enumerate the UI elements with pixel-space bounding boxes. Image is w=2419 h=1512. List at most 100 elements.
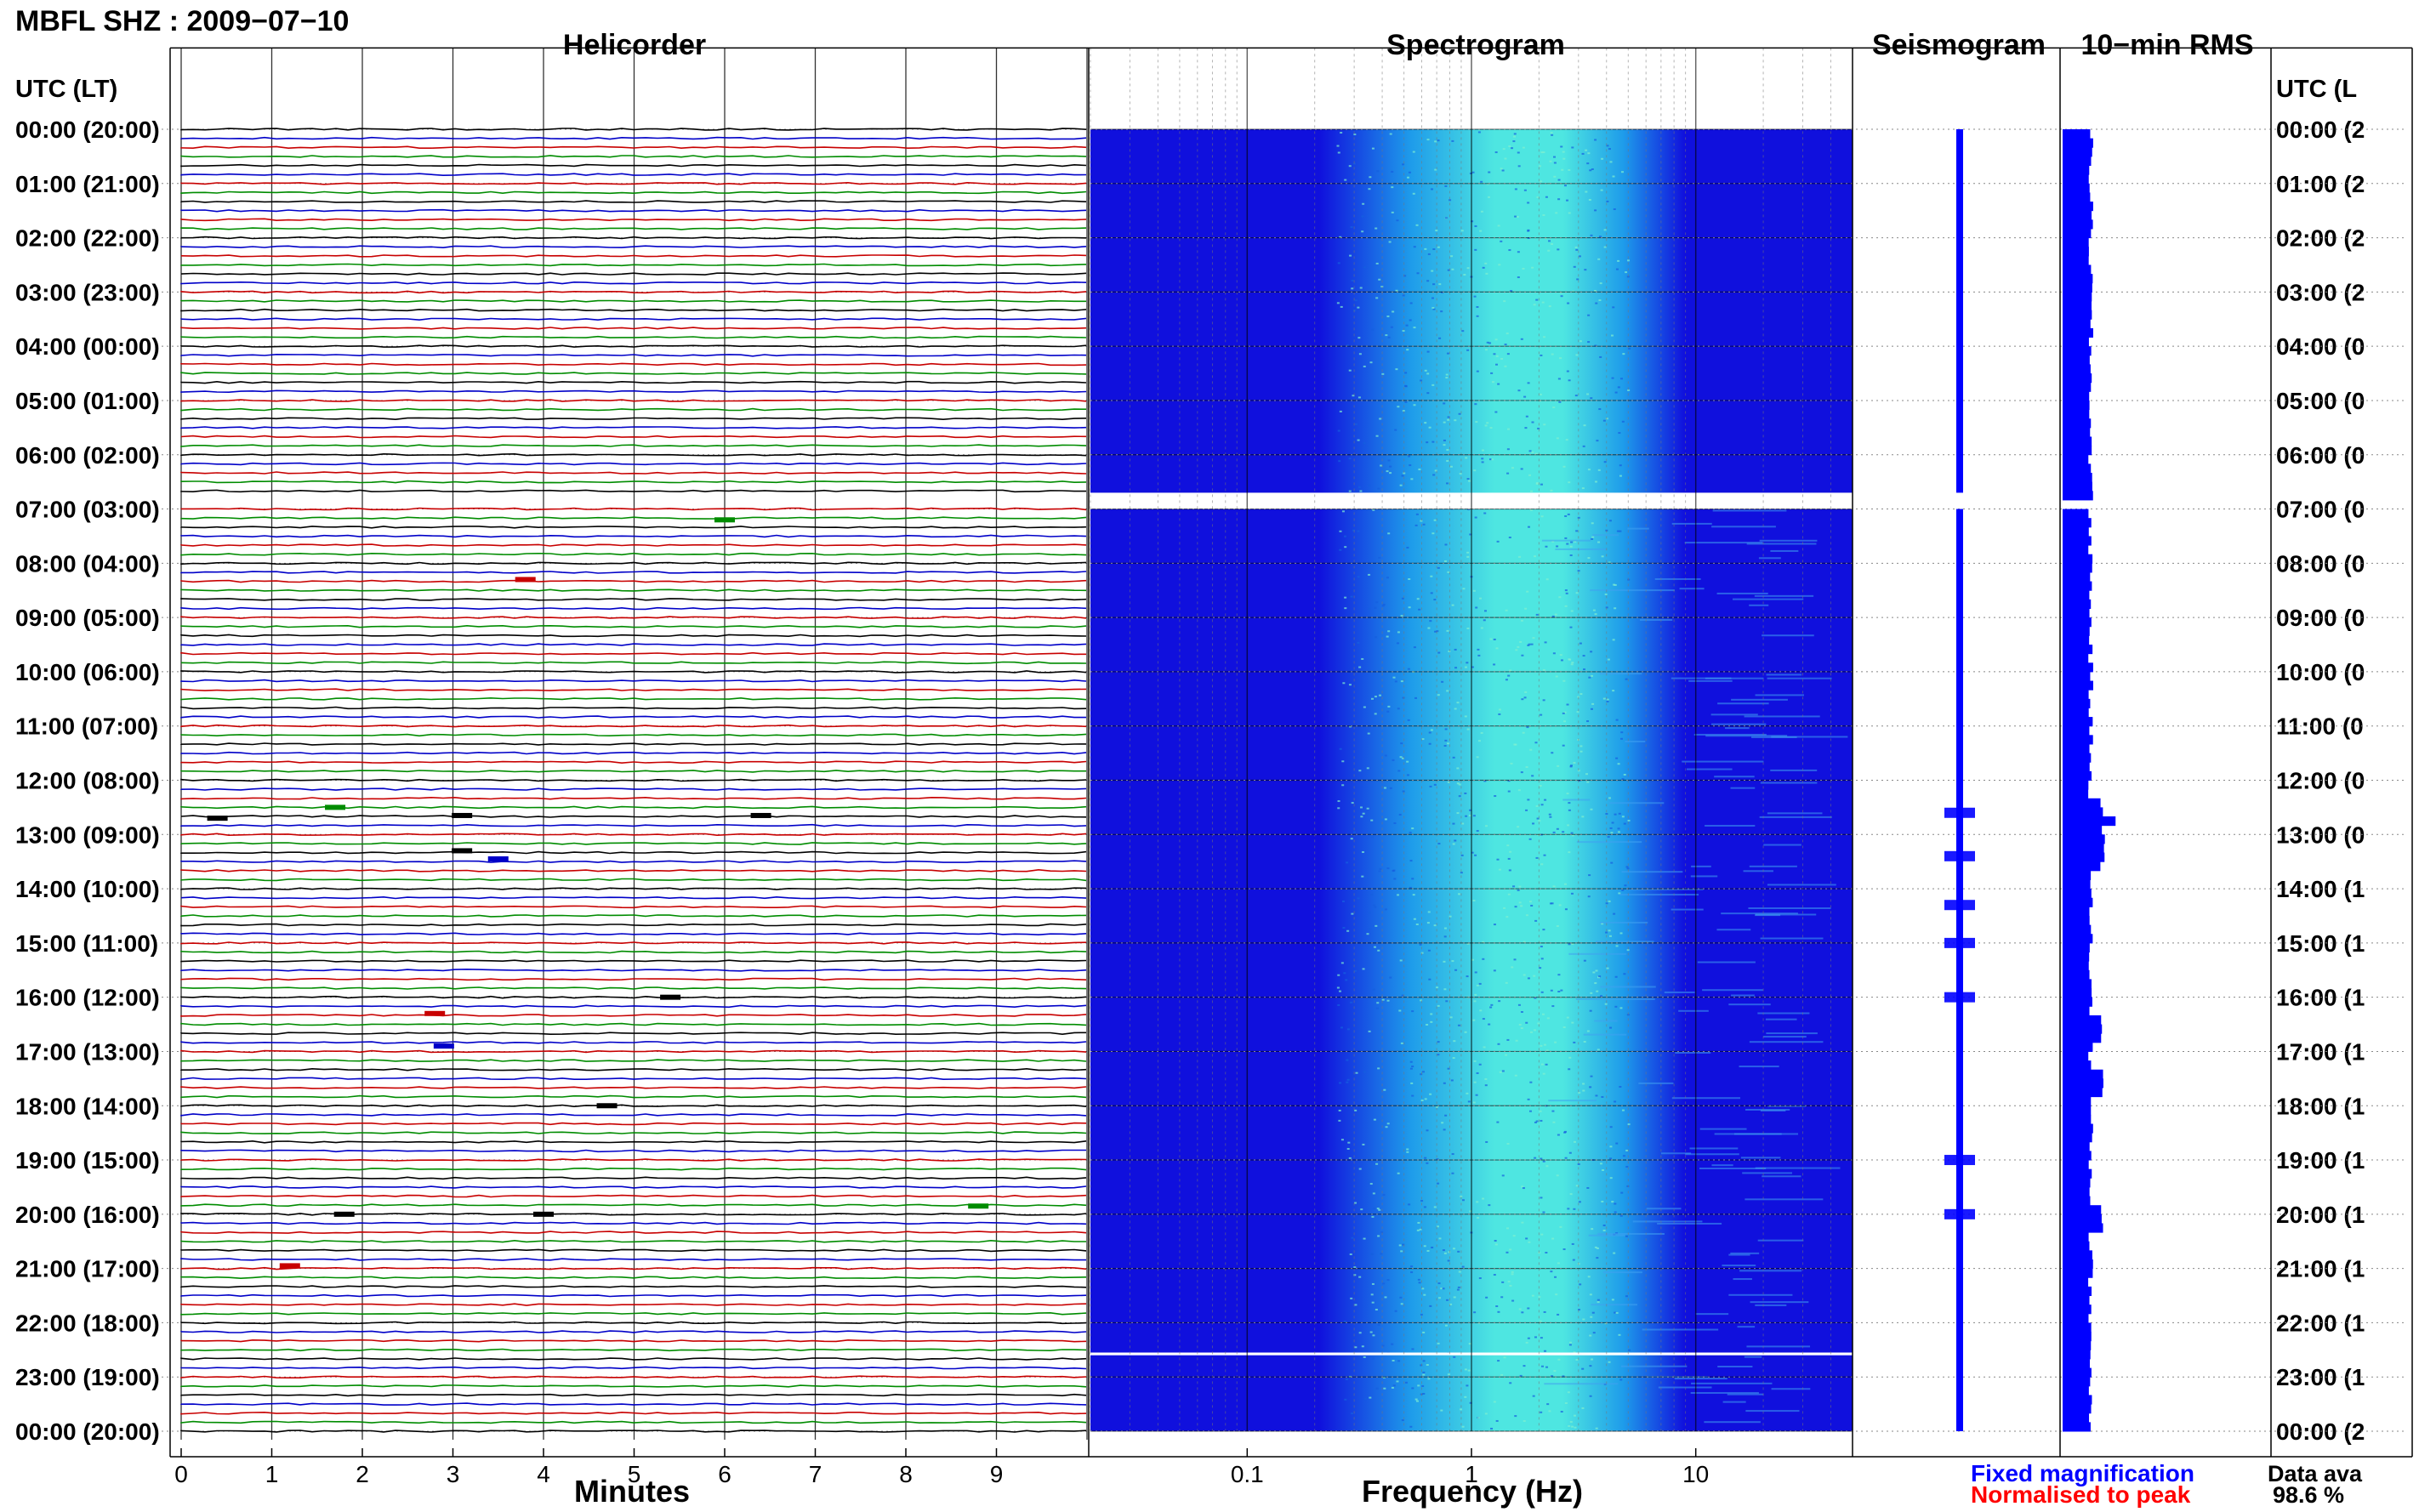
helicorder-trace — [180, 787, 1087, 791]
spectrogram-speckle — [1598, 299, 1602, 302]
spectrogram-speckle — [1402, 696, 1405, 699]
spectrogram-speckle — [1568, 802, 1571, 804]
spectrogram-speckle — [1446, 352, 1449, 355]
spectrogram-streak — [1657, 1222, 1722, 1225]
spectrogram-streak — [1714, 776, 1755, 778]
spectrogram-speckle — [1408, 578, 1411, 581]
spectrogram-speckle — [1517, 789, 1521, 792]
spectrogram-speckle — [1449, 1016, 1453, 1019]
helicorder-trace — [180, 1032, 1087, 1036]
spectrogram-speckle — [1507, 857, 1511, 860]
spectrogram-speckle — [1448, 1251, 1451, 1253]
spectrogram-speckle — [1600, 189, 1603, 191]
spectrogram-speckle — [1594, 480, 1597, 483]
spectrogram-streak — [1691, 1382, 1773, 1384]
spectrogram-speckle — [1351, 912, 1354, 915]
spectrogram-speckle — [1446, 449, 1449, 452]
rms-bar — [2063, 563, 2092, 573]
spectrogram-speckle — [1541, 1013, 1545, 1015]
spectrogram-speckle — [1527, 1098, 1530, 1100]
spectrogram-speckle — [1520, 619, 1523, 622]
spectrogram-speckle — [1513, 133, 1517, 135]
spectrogram-speckle — [1557, 765, 1560, 767]
rms-bar — [2063, 1214, 2102, 1224]
spectrogram-speckle — [1524, 427, 1528, 429]
spectrogram-speckle — [1436, 986, 1439, 989]
spectrogram-speckle — [1601, 923, 1604, 925]
spectrogram-speckle — [1379, 418, 1382, 420]
rms-bar — [2063, 274, 2093, 284]
time-label-left: 22:00 (18:00) — [15, 1310, 160, 1336]
spectrogram-speckle — [1538, 1296, 1541, 1299]
spectrogram-speckle — [1486, 422, 1489, 424]
spectrogram-x-tick-label: 0.1 — [1231, 1461, 1264, 1487]
spectrogram-speckle — [1505, 1227, 1509, 1230]
rms-bar — [2063, 1377, 2091, 1387]
spectrogram-speckle — [1346, 1081, 1349, 1083]
spectrogram-speckle — [1594, 982, 1597, 985]
spectrogram-speckle — [1523, 696, 1527, 699]
spectrogram-speckle — [1344, 1398, 1347, 1401]
spectrogram-speckle — [1376, 1208, 1380, 1210]
spectrogram-speckle — [1562, 831, 1565, 833]
rms-bar — [2063, 1413, 2090, 1423]
spectrogram-speckle — [1348, 725, 1352, 728]
spectrogram-speckle — [1361, 215, 1364, 218]
helicorder-trace — [180, 327, 1087, 330]
spectrogram-speckle — [1589, 1293, 1592, 1296]
spectrogram-speckle — [1564, 605, 1568, 607]
spectrogram-speckle — [1529, 748, 1533, 751]
time-label-left: 19:00 (15:00) — [15, 1147, 160, 1174]
spectrogram-speckle — [1507, 428, 1511, 430]
rms-bar — [2063, 337, 2089, 347]
spectrogram-speckle — [1494, 411, 1498, 413]
spectrogram-streak — [1733, 598, 1804, 600]
spectrogram-speckle — [1522, 731, 1525, 734]
rms-bar — [2063, 753, 2092, 763]
spectrogram-speckle — [1606, 700, 1609, 702]
helicorder-x-tick-label: 0 — [174, 1461, 188, 1487]
rms-bar — [2063, 653, 2089, 663]
spectrogram-streak — [1671, 522, 1712, 525]
spectrogram-speckle — [1369, 361, 1373, 364]
helicorder-trace — [180, 932, 1087, 936]
spectrogram-speckle — [1625, 1235, 1628, 1237]
spectrogram-speckle — [1361, 1237, 1364, 1240]
spectrogram-streak — [1695, 1313, 1729, 1316]
spectrogram-speckle — [1387, 459, 1391, 462]
spectrogram-speckle — [1595, 302, 1598, 304]
spectrogram-streak — [1697, 961, 1756, 963]
time-label-left: 00:00 (20:00) — [15, 117, 160, 143]
helicorder-trace — [180, 679, 1087, 683]
spectrogram-streak — [1705, 735, 1788, 737]
spectrogram-speckle — [1568, 658, 1572, 661]
spectrogram-speckle — [1622, 1155, 1625, 1157]
spectrogram-speckle — [1575, 248, 1579, 251]
spectrogram-speckle — [1517, 276, 1520, 279]
spectrogram-streak — [1730, 1252, 1760, 1254]
spectrogram-speckle — [1517, 889, 1520, 891]
spectrogram-speckle — [1477, 740, 1481, 742]
spectrogram-speckle — [1474, 403, 1477, 406]
rms-bar — [2063, 997, 2092, 1007]
time-label-right: 11:00 (0 — [2276, 713, 2364, 740]
spectrogram-speckle — [1540, 713, 1543, 716]
spectrogram-speckle — [1614, 1005, 1618, 1008]
spectrogram-speckle — [1351, 287, 1354, 290]
spectrogram-speckle — [1410, 1271, 1414, 1274]
spectrogram-speckle — [1346, 1028, 1350, 1031]
spectrogram-speckle — [1591, 522, 1594, 525]
rms-bar — [2063, 979, 2092, 989]
spectrogram-speckle — [1509, 669, 1512, 672]
spectrogram-speckle — [1478, 982, 1482, 985]
spectrogram-speckle — [1416, 598, 1420, 600]
spectrogram-speckle — [1577, 770, 1580, 772]
spectrogram-speckle — [1426, 139, 1430, 141]
spectrogram-speckle — [1540, 151, 1544, 154]
spectrogram-speckle — [1483, 610, 1487, 612]
spectrogram-speckle — [1423, 1293, 1426, 1296]
helicorder-trace — [180, 200, 1087, 203]
rms-bar — [2063, 698, 2091, 708]
spectrogram-speckle — [1542, 213, 1545, 216]
spectrogram-speckle — [1376, 1002, 1380, 1004]
